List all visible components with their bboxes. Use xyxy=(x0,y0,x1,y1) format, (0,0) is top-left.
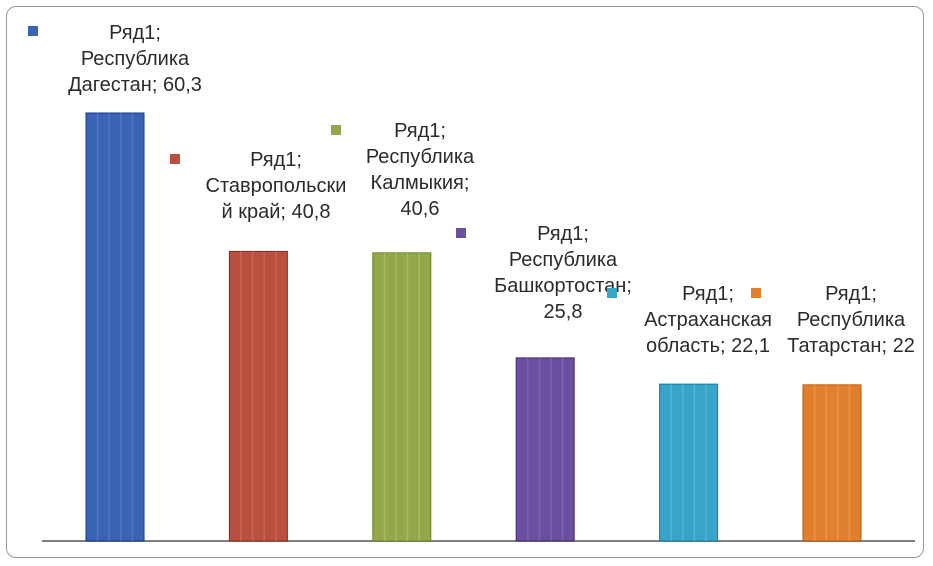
data-label-line: область; 22,1 xyxy=(646,335,770,357)
bar-5 xyxy=(659,383,719,542)
bar-6 xyxy=(802,384,862,542)
legend-marker-3 xyxy=(331,125,341,135)
data-label-line: Республика xyxy=(797,309,906,331)
data-label-line: Калмыкия; xyxy=(371,172,470,194)
legend-marker-6 xyxy=(751,288,761,298)
bar-4 xyxy=(515,357,575,542)
data-label-line: Татарстан; 22 xyxy=(787,335,915,357)
data-label-line: й край; 40,8 xyxy=(222,201,331,223)
data-label-line: Ряд1; xyxy=(537,223,589,245)
bar-1 xyxy=(85,112,145,542)
data-label-5: Ряд1; Астраханская область; 22,1 xyxy=(644,283,772,357)
data-label-line: Ряд1; xyxy=(109,22,161,44)
data-label-line: Республика xyxy=(366,146,475,168)
data-label-line: Башкортостан; xyxy=(494,275,632,297)
data-label-6: Ряд1; Республика Татарстан; 22 xyxy=(787,283,915,357)
chart-frame xyxy=(6,6,924,558)
data-label-3: Ряд1; Республика Калмыкия; 40,6 xyxy=(366,120,475,220)
data-label-4: Ряд1; Республика Башкортостан; 25,8 xyxy=(494,223,632,323)
data-label-line: Ставропольски xyxy=(206,175,347,197)
data-label-line: Республика xyxy=(81,48,190,70)
data-labels: Ряд1; Республика Дагестан; 60,3 Ряд1; Ставро… xyxy=(28,22,915,357)
legend-marker-2 xyxy=(170,154,180,164)
data-label-line: Ряд1; xyxy=(250,149,302,171)
data-label-line: Ряд1; xyxy=(394,120,446,142)
legend-marker-5 xyxy=(607,288,617,298)
data-label-line: Ряд1; xyxy=(825,283,877,305)
data-label-line: Республика xyxy=(509,249,618,271)
legend-marker-1 xyxy=(28,26,38,36)
bar-3 xyxy=(372,252,432,542)
data-label-1: Ряд1; Республика Дагестан; 60,3 xyxy=(68,22,202,96)
data-label-line: 25,8 xyxy=(544,301,583,323)
data-label-line: Астраханская xyxy=(644,309,772,331)
legend-marker-4 xyxy=(456,228,466,238)
data-label-line: Дагестан; 60,3 xyxy=(68,74,202,96)
data-label-2: Ряд1; Ставропольски й край; 40,8 xyxy=(206,149,347,223)
bar-2 xyxy=(228,250,288,542)
data-label-line: Ряд1; xyxy=(682,283,734,305)
data-label-line: 40,6 xyxy=(401,198,440,220)
bars xyxy=(85,112,862,542)
